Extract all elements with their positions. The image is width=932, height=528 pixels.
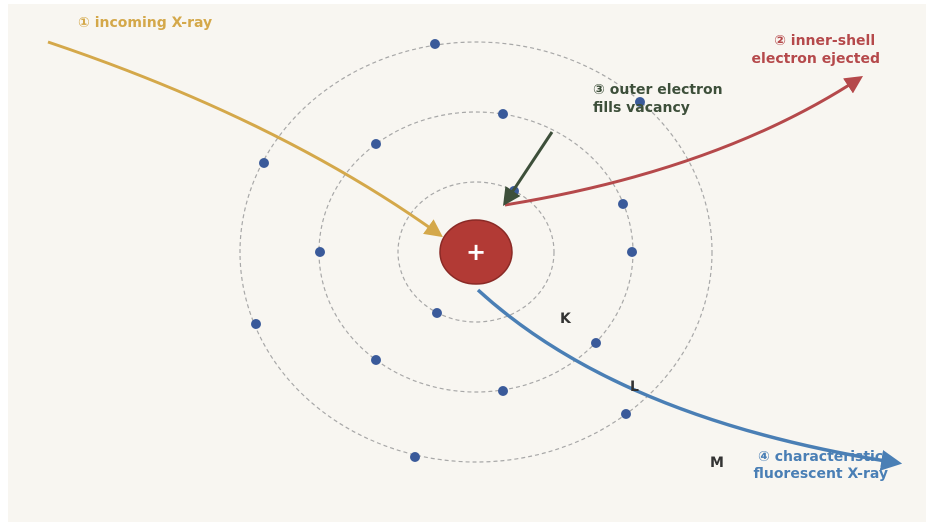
nucleus-label: +: [466, 238, 486, 266]
orbit-m: [239, 41, 713, 463]
step-label: ③ outer electron fills vacancy: [593, 82, 727, 116]
step-label: ② inner-shell electron ejected: [752, 33, 880, 67]
electrons: [251, 39, 645, 462]
shell-label: L: [630, 379, 639, 395]
orbit-k: [397, 181, 555, 323]
ejected-arrow: [504, 76, 864, 207]
nucleus: [439, 219, 513, 285]
shell-label: K: [560, 311, 572, 327]
incoming-arrow: [47, 40, 443, 238]
fill-arrow: [503, 131, 554, 207]
step-label: ④ characteristic fluorescent X-ray: [753, 449, 888, 482]
fluorescent-arrow: [476, 288, 903, 471]
step-label: ① incoming X-ray: [78, 15, 212, 31]
shell-label: M: [710, 455, 724, 471]
